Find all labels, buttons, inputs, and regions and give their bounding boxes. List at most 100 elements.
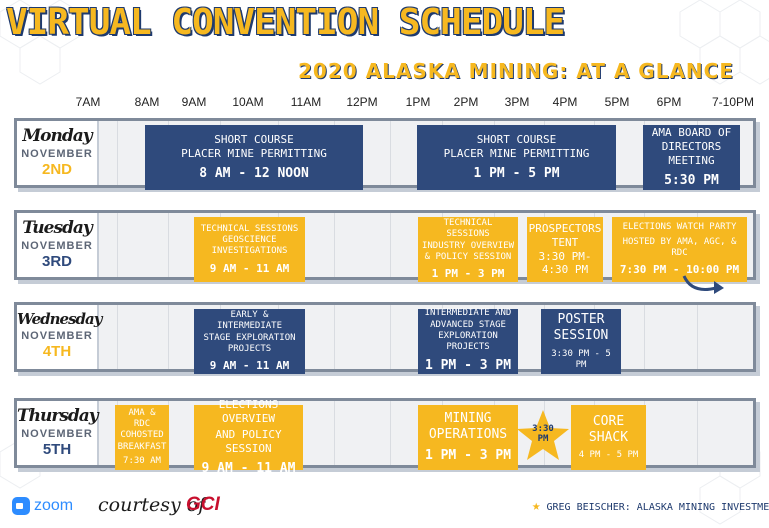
event-title: AMA BOARD OF	[651, 126, 732, 140]
event-subtitle: COHOSTED	[120, 430, 164, 441]
event-title: EARLY & INTERMEDIATE	[216, 310, 283, 332]
day-row-wednesday: Wednesday NOVEMBER 4TH	[14, 302, 756, 372]
day-row-monday: Monday NOVEMBER 2ND	[14, 118, 756, 188]
event-advanced-exploration[interactable]: INTERMEDIATE AND ADVANCED STAGE EXPLORAT…	[418, 308, 518, 374]
event-time: 3:30 PM - 5 PM	[551, 348, 611, 370]
event-title: CORE	[592, 413, 625, 429]
event-time: 1 PM - 5 PM	[473, 165, 560, 181]
page-subtitle: 2020 ALASKA MINING: AT A GLANCE	[298, 59, 734, 83]
event-subtitle: ADVANCED STAGE	[430, 319, 506, 330]
zoom-icon	[12, 497, 30, 515]
event-cohosted-breakfast[interactable]: AMA & RDC COHOSTED BREAKFAST 7:30 AM	[115, 405, 169, 470]
event-subtitle: INDUSTRY OVERVIEW	[421, 240, 515, 251]
day-label: Wednesday NOVEMBER 4TH	[17, 305, 102, 369]
event-subtitle: SESSION	[553, 328, 609, 344]
time-label: 5PM	[604, 95, 630, 109]
event-subtitle: OPERATIONS	[428, 426, 508, 442]
star-time-suffix: PM	[537, 433, 549, 444]
event-title: AMA & RDC	[128, 407, 156, 430]
event-title: ELECTIONS WATCH PARTY	[622, 222, 737, 233]
courtesy-text: courtesy of	[98, 494, 206, 516]
star-time: 3:30	[532, 424, 554, 434]
event-title: PROSPECTORS	[528, 222, 602, 235]
event-core-shack[interactable]: CORE SHACK 4 PM - 5 PM	[571, 405, 646, 470]
event-title: INTERMEDIATE AND	[424, 308, 512, 319]
day-date: 3RD	[41, 253, 72, 270]
event-time: 1 PM - 3 PM	[424, 358, 512, 374]
event-elections-overview[interactable]: ELECTIONS OVERVIEW AND POLICY SESSION 9 …	[194, 398, 303, 476]
event-subtitle: EXPLORATION PROJECTS	[438, 330, 498, 353]
time-label: 8AM	[134, 95, 160, 109]
legend-text: GREG BEISCHER: ALASKA MINING INVESTMENT	[546, 502, 769, 513]
day-name: Monday	[22, 126, 92, 146]
event-subtitle: STAGE EXPLORATION	[203, 332, 296, 343]
page-title: VIRTUAL CONVENTION SCHEDULE	[6, 2, 565, 43]
star-icon	[517, 410, 569, 460]
star-icon: ★	[532, 498, 541, 514]
event-early-intermediate-exploration[interactable]: EARLY & INTERMEDIATE STAGE EXPLORATION P…	[194, 309, 305, 374]
event-short-course-afternoon[interactable]: SHORT COURSE PLACER MINE PERMITTING 1 PM…	[417, 125, 616, 190]
time-label: 2PM	[453, 95, 479, 109]
event-subtitle: GEOSCIENCE	[222, 235, 277, 245]
event-subtitle: INVESTIGATIONS	[211, 246, 288, 257]
event-ama-board-meeting[interactable]: AMA BOARD OF DIRECTORS MEETING 5:30 PM	[643, 125, 740, 190]
event-time: 7:30 AM	[123, 455, 161, 466]
day-date: 2ND	[41, 161, 72, 178]
event-subtitle: HOSTED BY AMA, AGC, & RDC	[622, 236, 737, 258]
event-title: POSTER	[557, 312, 605, 327]
zoom-logo: zoom	[12, 497, 73, 515]
time-label: 7-10PM	[711, 95, 755, 109]
day-name: Wednesday	[17, 310, 102, 328]
time-label: 12PM	[346, 95, 378, 109]
time-label: 3PM	[504, 95, 530, 109]
event-technical-sessions-geoscience[interactable]: TECHNICAL SESSIONS GEOSCIENCE INVESTIGAT…	[194, 217, 305, 282]
event-title: MINING	[444, 410, 492, 426]
day-month: NOVEMBER	[21, 148, 93, 160]
time-label: 9AM	[181, 95, 207, 109]
event-title: TECHNICAL SESSIONS	[443, 218, 493, 240]
star-legend-note: ★ GREG BEISCHER: ALASKA MINING INVESTMEN…	[532, 498, 769, 514]
time-label: 6PM	[656, 95, 682, 109]
time-label: 4PM	[552, 95, 578, 109]
arrow-icon	[682, 275, 724, 294]
event-time: 4 PM - 5 PM	[578, 450, 639, 461]
event-subtitle: BREAKFAST	[117, 441, 167, 452]
time-label: 7AM	[75, 95, 101, 109]
day-label: Monday NOVEMBER 2ND	[17, 121, 99, 185]
event-subtitle: & POLICY SESSION	[424, 251, 512, 262]
day-date: 4TH	[42, 343, 72, 360]
event-time: 3:30 PM-	[538, 249, 592, 263]
day-month: NOVEMBER	[21, 240, 93, 252]
event-short-course-morning[interactable]: SHORT COURSE PLACER MINE PERMITTING 8 AM…	[145, 125, 363, 190]
event-mining-operations[interactable]: MINING OPERATIONS 1 PM - 3 PM	[418, 405, 518, 470]
day-label: Thursday NOVEMBER 5TH	[17, 401, 99, 465]
event-prospectors-tent[interactable]: PROSPECTORS TENT 3:30 PM- 4:30 PM	[527, 217, 603, 282]
day-label: Tuesday NOVEMBER 3RD	[17, 213, 99, 277]
event-elections-watch-party[interactable]: ELECTIONS WATCH PARTY HOSTED BY AMA, AGC…	[612, 217, 747, 282]
day-date: 5TH	[42, 441, 72, 458]
event-time: 4:30 PM	[541, 263, 589, 277]
event-poster-session[interactable]: POSTER SESSION 3:30 PM - 5 PM	[541, 309, 621, 374]
event-title: ELECTIONS OVERVIEW	[218, 397, 279, 425]
event-time: 1 PM - 3 PM	[431, 267, 505, 281]
event-time: 9 AM - 11 AM	[209, 359, 290, 373]
event-subtitle: PLACER MINE PERMITTING	[443, 146, 590, 160]
day-name: Thursday	[17, 406, 99, 426]
event-title: SHORT COURSE	[214, 133, 294, 147]
event-technical-sessions-industry[interactable]: TECHNICAL SESSIONS INDUSTRY OVERVIEW & P…	[418, 217, 518, 282]
day-name: Tuesday	[22, 218, 93, 238]
event-subtitle: PLACER MINE PERMITTING	[181, 146, 327, 160]
zoom-wordmark: zoom	[34, 497, 74, 515]
event-subtitle: PROJECTS	[227, 343, 272, 354]
event-subtitle: SHACK	[588, 429, 629, 445]
event-title: TECHNICAL SESSIONS	[200, 223, 299, 234]
event-time: 9 AM - 11 AM	[209, 261, 290, 275]
star-event-time[interactable]: 3:30 PM	[515, 424, 571, 445]
time-label: 11AM	[290, 95, 322, 109]
day-month: NOVEMBER	[21, 330, 93, 342]
day-month: NOVEMBER	[21, 428, 93, 440]
time-label: 10AM	[232, 95, 264, 109]
event-time: 9 AM - 11 AM	[201, 460, 296, 476]
event-time: 7:30 PM - 10:00 PM	[619, 263, 740, 276]
event-title: SHORT COURSE	[476, 133, 557, 147]
